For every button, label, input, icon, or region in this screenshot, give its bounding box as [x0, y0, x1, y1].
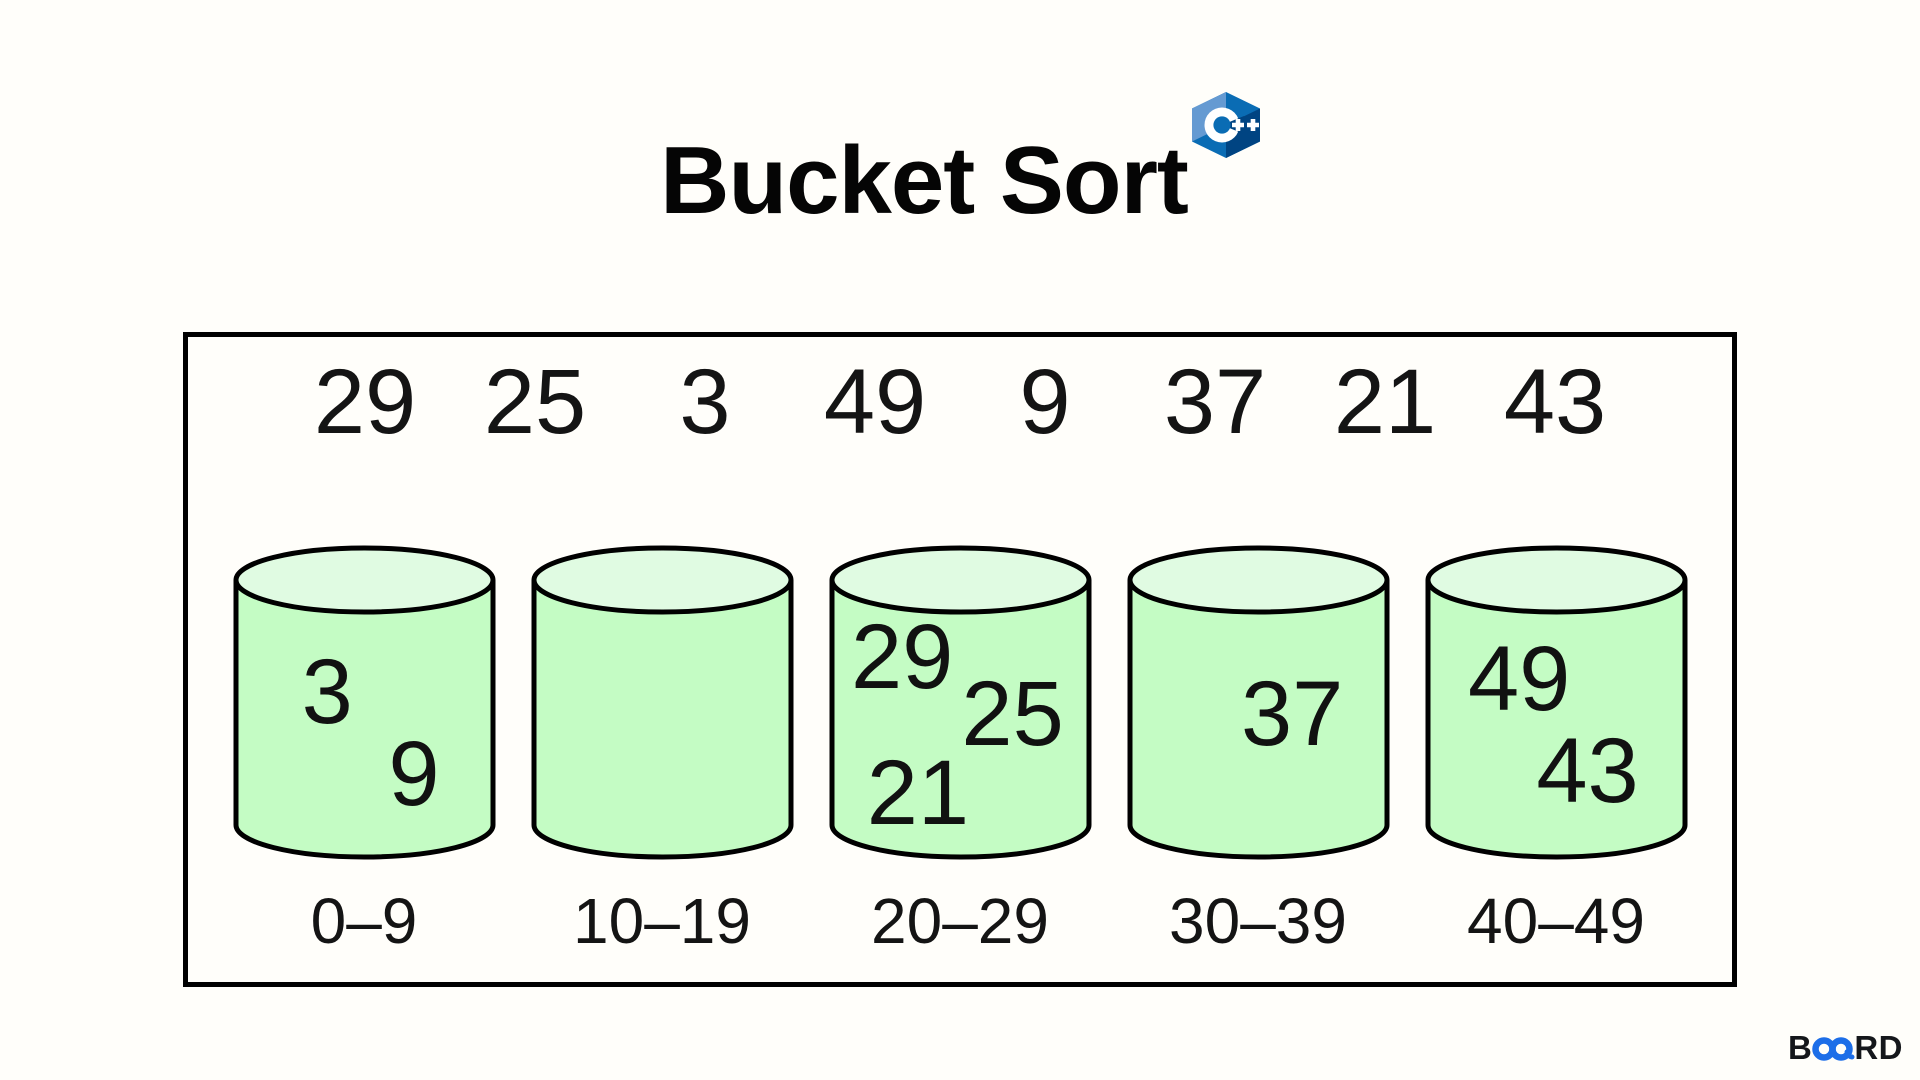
buckets: 3 9 0–9 10–19 [184, 543, 1736, 953]
bucket-range-label: 20–29 [871, 885, 1049, 957]
bucket-number: 29 [850, 606, 954, 709]
page-title: Bucket Sort [660, 127, 1189, 234]
bucket-number: 37 [1241, 663, 1344, 766]
board-logo-prefix: B [1788, 1029, 1813, 1066]
bucket-range-label: 10–19 [573, 885, 751, 957]
unsorted-array: 29 25 3 49 9 37 21 43 [184, 356, 1736, 448]
bucket-contents: 37 [1127, 543, 1390, 860]
bucket-range-label: 0–9 [310, 885, 418, 957]
bucket-number: 25 [961, 663, 1064, 766]
bucket: 29 25 21 20–29 [829, 543, 1092, 953]
bucket-contents: 29 25 21 [829, 543, 1092, 860]
bucket-number: 21 [866, 742, 970, 845]
bucket-cylinder-icon [1425, 545, 1687, 860]
bucket: 3 9 0–9 [233, 543, 496, 953]
infinity-icon [1812, 1036, 1855, 1061]
bucket-contents: 49 43 [1425, 543, 1688, 860]
bucket-contents [531, 543, 794, 860]
cpp-icon [1191, 92, 1260, 158]
bucket-cylinder-icon [531, 545, 793, 860]
bucket: 37 30–39 [1127, 543, 1390, 953]
bucket-number: 9 [388, 723, 440, 826]
bucket-range-label: 40–49 [1467, 885, 1645, 957]
bucket-number: 43 [1536, 720, 1639, 823]
array-number: 25 [483, 351, 587, 453]
array-number: 29 [313, 351, 417, 453]
bucket-range-label: 30–39 [1169, 885, 1347, 957]
array-number: 3 [679, 351, 731, 453]
array-number: 21 [1333, 351, 1437, 453]
board-logo-suffix: RD [1854, 1029, 1904, 1066]
bucket-cylinder-icon [233, 545, 495, 860]
bucket-contents: 3 9 [233, 543, 496, 860]
bucket-number: 49 [1468, 628, 1571, 731]
array-number: 49 [823, 351, 927, 453]
array-number: 37 [1163, 351, 1267, 453]
board-logo: B RD [1788, 1029, 1903, 1067]
array-number: 43 [1503, 351, 1607, 453]
bucket: 49 43 40–49 [1425, 543, 1688, 953]
diagram-frame [183, 332, 1737, 987]
bucket: 10–19 [531, 543, 794, 953]
bucket-cylinder-icon [1127, 545, 1389, 860]
header: Bucket Sort [0, 92, 1920, 229]
array-number: 9 [1019, 351, 1071, 453]
bucket-cylinder-icon [829, 545, 1091, 860]
bucket-number: 3 [301, 640, 353, 743]
